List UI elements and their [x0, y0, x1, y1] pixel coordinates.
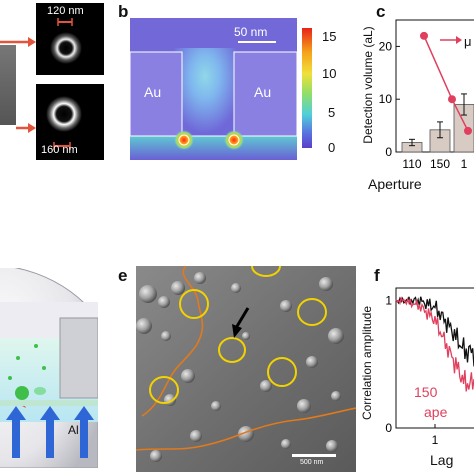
- panel-c: Detection volume (aL) 0 10 20 110 150 1 Apert…: [356, 14, 474, 204]
- xtick-label-c: 1: [461, 157, 468, 171]
- colorbar-tick-5: 5: [328, 105, 336, 120]
- sem-svg: [136, 266, 356, 472]
- chart-f-svg: 1 0 1: [385, 287, 474, 447]
- line-point-c: [448, 95, 456, 104]
- scale-mark-bottom: [46, 96, 82, 150]
- panel-b-field-map: 50 nm Au Au: [130, 18, 297, 160]
- micrograph-160nm: 160 nm: [36, 84, 104, 160]
- label-120nm: 120 nm: [47, 5, 84, 17]
- xtick-label-c: 110: [402, 157, 421, 171]
- field-map-svg: [130, 18, 297, 160]
- legend-mu: μ: [464, 34, 472, 49]
- excitation-arrows: [6, 406, 94, 458]
- ytick-label-f: 1: [385, 294, 392, 308]
- xlabel-f: Lag: [430, 452, 454, 468]
- arrows: [0, 37, 36, 133]
- legend-arrowhead-c: [456, 36, 462, 44]
- scale-mark-top: [50, 18, 82, 64]
- line-point-c: [420, 31, 428, 40]
- panel-d: Al: [0, 268, 98, 468]
- aperture-ring-bottom: [46, 96, 82, 132]
- colorbar-tick-0: 0: [328, 140, 336, 155]
- pointer-arrow: [232, 307, 250, 338]
- ytick-label-f: 0: [385, 421, 392, 435]
- hotspot-left: [174, 130, 194, 150]
- colorbar: [302, 28, 312, 148]
- annotation-ape: ape: [424, 404, 448, 420]
- al-label: Al: [68, 423, 79, 437]
- scale-label-b: 50 nm: [234, 25, 268, 39]
- panel-letter-c: c: [376, 2, 386, 21]
- line-series-c: [423, 35, 469, 132]
- plot-frame-f: [395, 287, 474, 429]
- ytick-label-c: 0: [385, 145, 392, 159]
- colorbar-tick-10: 10: [322, 66, 337, 81]
- gold-block-right: [233, 51, 297, 137]
- fluorophore: [15, 386, 29, 400]
- grain-bumps: [136, 272, 344, 462]
- annotation-150: 150: [414, 384, 438, 400]
- ytick-label-c: 20: [379, 39, 393, 53]
- arrowhead-bottom: [28, 123, 36, 133]
- micrograph-120nm: 120 nm: [36, 3, 104, 75]
- aperture-ring-top: [50, 32, 82, 64]
- panel-letter-e: e: [118, 266, 128, 285]
- chart-c-svg: 0 10 20 110 150 1: [379, 19, 474, 171]
- panel-d-svg: [0, 268, 98, 468]
- scale-label-e: 500 nm: [300, 459, 324, 466]
- au-label-right: Au: [254, 84, 272, 100]
- ytick-label-c: 10: [379, 92, 393, 106]
- line-point-c: [464, 126, 472, 135]
- al-film: [59, 317, 98, 399]
- xlabel-c: Aperture: [368, 176, 422, 192]
- series-line-f: [395, 296, 474, 367]
- gold-block-left: [130, 51, 183, 137]
- xtick-label-c: 150: [430, 157, 450, 171]
- pore-circles: [149, 266, 327, 404]
- colorbar-tick-15: 15: [322, 29, 337, 44]
- label-160nm: 160 nm: [41, 144, 78, 156]
- panel-e-sem: 500 nm: [136, 266, 356, 472]
- au-label-left: Au: [144, 84, 162, 100]
- panel-letter-b: b: [118, 2, 129, 21]
- sample-strip: [0, 45, 16, 125]
- arrowhead-top: [28, 37, 36, 47]
- panel-letter-f: f: [374, 266, 380, 285]
- series-line-f: [395, 296, 474, 392]
- xtick-label-f: 1: [432, 433, 439, 447]
- scale-bar-e: [292, 454, 336, 457]
- panel-a: 120 nm: [0, 0, 105, 160]
- hotspot-right: [224, 130, 244, 150]
